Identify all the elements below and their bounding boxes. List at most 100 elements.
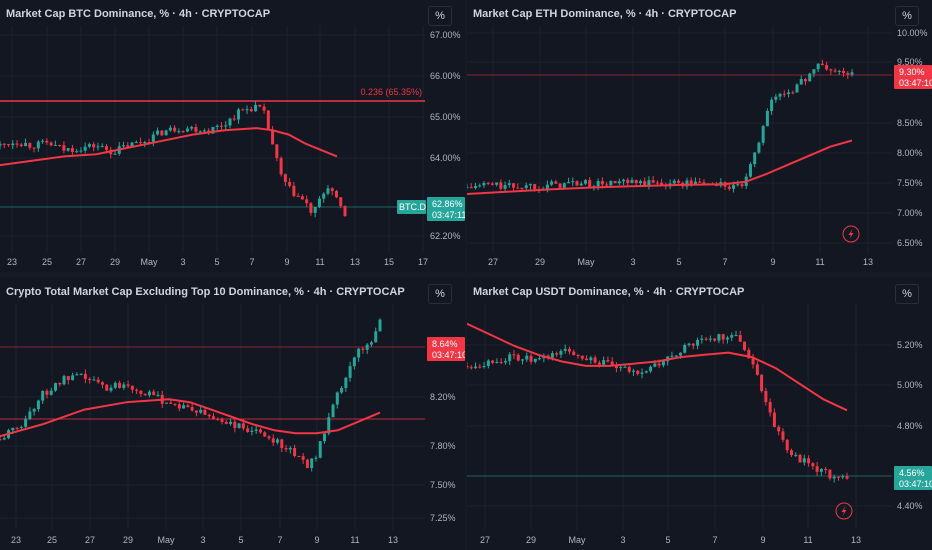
y-tick-label: 65.00% [430,112,461,122]
candle-body [622,179,626,182]
candle-body [134,142,138,144]
candle-body [19,144,23,147]
candle-body [305,459,309,469]
candle-body [499,362,503,364]
candle-body [211,126,215,134]
y-tick-label: 7.25% [430,513,456,523]
usdt-dominance-panel[interactable]: 5.20% 5.00% 4.80% 4.40% 27 29 May 3 5 7 9 11 13 4.56%… [467,278,932,550]
usdt-chart-svg[interactable]: 5.20% 5.00% 4.80% 4.40% 27 29 May 3 5 7 9 11 13 4.56%… [467,278,932,550]
y-tick-label: 4.80% [897,421,923,431]
eth-dominance-panel[interactable]: 10.00% 9.50% 8.50% 8.00% 7.50% 7.00% 6.50% 27 29… [467,0,932,272]
candle-body [88,378,92,380]
candle-body [503,184,507,189]
candle-body [143,141,147,144]
x-tick-label: 9 [770,257,775,267]
eth-chart-svg[interactable]: 10.00% 9.50% 8.50% 8.00% 7.50% 7.00% 6.50% 27 29… [467,0,932,272]
moving-average-line [0,398,381,438]
x-tick-label: 25 [42,257,52,267]
usdt-unit-button[interactable]: % [895,284,919,304]
x-tick-label: 3 [630,257,635,267]
x-tick-label: 27 [480,535,490,545]
candle-body [819,469,823,472]
btc-unit-button[interactable]: % [428,6,452,26]
candle-body [305,199,309,204]
candle-body [228,118,232,126]
btc-chart-svg[interactable]: 0.236 (65.35%) 67.00% 66.00% 65.00% 64.00% 62… [0,0,465,272]
x-tick-label: May [568,535,586,545]
x-tick-label: 5 [676,257,681,267]
price-label: 9.30%03:47:10 [894,65,932,89]
candle-body [486,360,490,366]
candle-body [469,367,473,369]
candle-body [825,65,829,70]
candle-body [837,70,841,72]
candle-body [156,130,160,135]
candle-body [113,382,117,388]
candle-body [660,182,664,186]
candle-body [288,182,292,186]
candle-body [791,92,795,94]
candle-body [524,185,528,189]
x-tick-label: 13 [863,257,873,267]
candle-body [297,455,301,457]
candle-body [361,348,365,350]
price-label-value: 4.56% [899,468,925,478]
eth-unit-button[interactable]: % [895,6,919,26]
candle-body [610,361,614,366]
candle-body [334,190,338,198]
x-tick-label: 9 [314,535,319,545]
moving-average-line [0,127,338,167]
candle-body [824,469,828,471]
candle-body [194,127,198,132]
candle-body [512,354,516,356]
candle-body [661,361,665,366]
candle-body [764,391,768,403]
candle-body [850,72,854,75]
y-tick-label: 62.20% [430,231,461,241]
candle-body [229,421,233,424]
candle-body [623,366,627,368]
candle-body [685,180,689,187]
candle-body [491,360,495,363]
candle-body [109,387,113,391]
y-tick-label: 7.50% [897,178,923,188]
price-label: 4.56%03:47:10 [894,466,932,490]
candle-body [241,109,245,111]
candle-body [605,184,609,186]
candle-body [322,193,326,199]
candle-body [626,179,630,184]
candle-body [609,181,613,186]
candle-body [233,421,237,428]
price-label-value: 8.64% [432,339,458,349]
candle-body [318,441,322,458]
others-chart-svg[interactable]: 8.20% 7.80% 7.50% 7.25% 23 25 27 29 May 3 5 7 9 11 13 8… [0,278,465,550]
candle-body [815,466,819,472]
btc-dominance-panel[interactable]: 0.236 (65.35%) 67.00% 66.00% 65.00% 64.00% 62… [0,0,465,272]
candle-body [177,404,181,409]
y-tick-label: 6.50% [897,238,923,248]
candle-body [693,181,697,186]
candle-body [58,383,62,385]
candle-body [811,463,815,467]
candle-body [41,390,45,401]
candle-body [644,371,648,373]
candle-body [310,458,314,469]
candle-body [765,110,769,127]
candle-body [87,144,91,147]
candle-body [774,96,778,100]
usdt-chart-title: Market Cap USDT Dominance, % · 4h · CRYP… [473,286,745,298]
candle-body [250,430,254,432]
candle-body [62,145,66,151]
x-tick-label: 3 [200,535,205,545]
y-tick-label: 7.50% [430,480,456,490]
candle-body [352,357,356,367]
others-dominance-panel[interactable]: 8.20% 7.80% 7.50% 7.25% 23 25 27 29 May 3 5 7 9 11 13 8… [0,278,465,550]
y-tick-label: 5.00% [897,380,923,390]
candle-body [313,206,317,213]
others-unit-button[interactable]: % [428,284,452,304]
x-tick-label: 9 [284,257,289,267]
candle-body [11,427,15,431]
candle-body [374,331,378,343]
candle-body [572,351,576,356]
candle-body [613,181,617,184]
